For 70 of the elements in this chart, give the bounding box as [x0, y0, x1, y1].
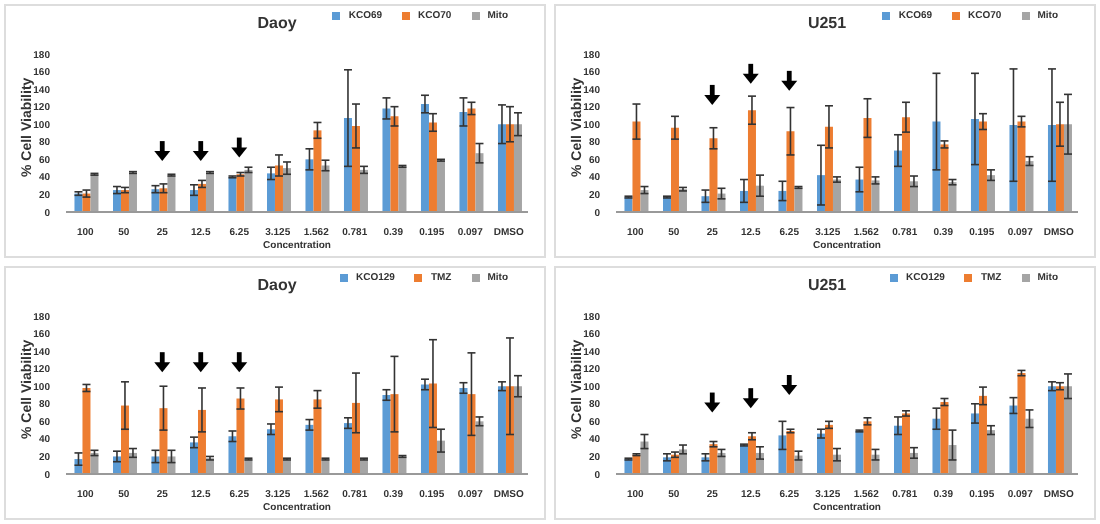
bar	[1047, 386, 1056, 474]
bar	[459, 111, 468, 212]
bar	[893, 425, 902, 474]
bar	[970, 413, 979, 474]
bar	[670, 127, 679, 212]
bar	[940, 402, 949, 474]
bar	[786, 430, 795, 474]
bar	[236, 174, 245, 212]
bar	[824, 126, 833, 212]
bar	[313, 130, 322, 212]
bar	[420, 384, 429, 474]
bar	[709, 444, 718, 474]
bar	[467, 394, 476, 474]
bar	[1055, 386, 1064, 474]
bar	[266, 173, 275, 212]
bar	[236, 398, 245, 474]
bar	[747, 110, 756, 212]
bar	[428, 122, 437, 212]
bar	[274, 399, 283, 474]
bar	[159, 188, 168, 212]
bar	[228, 176, 237, 212]
bar	[978, 395, 987, 474]
bar	[863, 118, 872, 212]
bar	[305, 159, 314, 212]
bar	[305, 424, 314, 474]
bar	[893, 150, 902, 212]
bar	[1055, 124, 1064, 212]
bar	[497, 386, 506, 474]
bar	[901, 413, 910, 474]
bar	[390, 394, 399, 474]
bar	[747, 436, 756, 474]
bar	[778, 435, 787, 474]
bar	[382, 108, 391, 212]
bar	[382, 395, 391, 474]
bar	[932, 121, 941, 212]
bar	[855, 430, 864, 474]
bar	[824, 424, 833, 474]
bar	[313, 399, 322, 474]
bar	[709, 138, 718, 212]
bar	[189, 442, 198, 474]
bar	[420, 104, 429, 212]
bar	[390, 116, 399, 212]
bar	[1017, 373, 1026, 474]
bar	[901, 117, 910, 212]
bar	[632, 121, 641, 212]
bar	[505, 124, 514, 212]
bar	[82, 387, 91, 474]
bar	[497, 124, 506, 212]
bar	[1009, 405, 1018, 474]
bar	[786, 131, 795, 212]
bar	[197, 183, 206, 212]
chart-title: Daoy	[257, 276, 297, 294]
bar	[151, 189, 160, 212]
bar	[816, 433, 825, 474]
bar	[940, 144, 949, 212]
bar	[351, 125, 360, 212]
bar	[459, 387, 468, 474]
bar	[978, 121, 987, 212]
chart-title: Daoy	[257, 14, 297, 32]
bar	[932, 418, 941, 474]
chart-title: U251	[807, 276, 847, 294]
bar	[1017, 121, 1026, 212]
chart-title: U251	[807, 14, 847, 32]
bar	[228, 436, 237, 474]
bar	[739, 445, 748, 474]
bar	[467, 108, 476, 212]
bar	[159, 408, 168, 474]
bar	[343, 423, 352, 474]
bar	[863, 421, 872, 474]
bar	[266, 429, 275, 474]
